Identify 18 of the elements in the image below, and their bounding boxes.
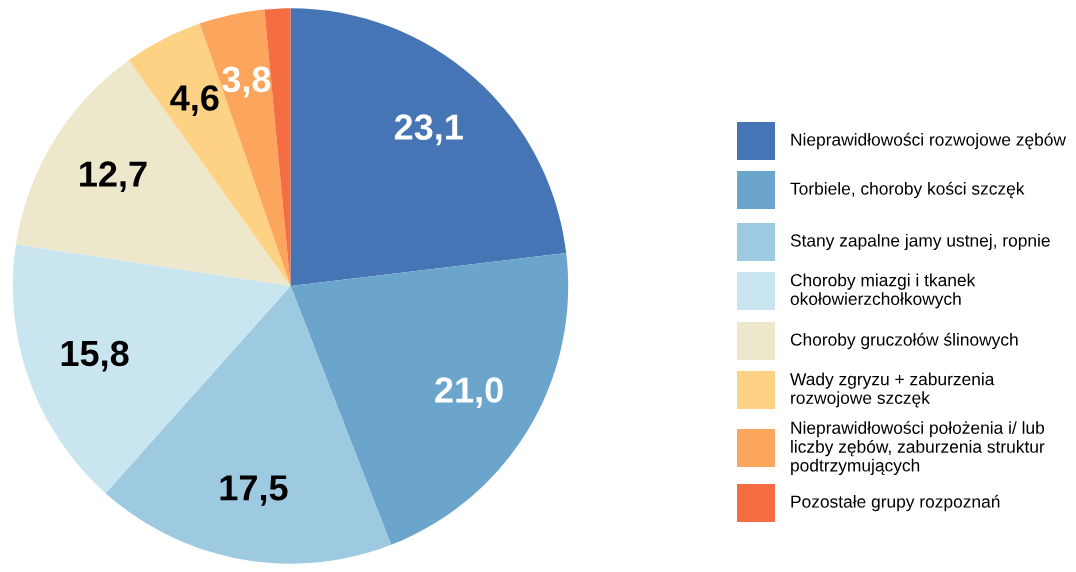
data-label: 21,0 — [435, 377, 503, 409]
pie-slice — [16, 60, 291, 286]
data-label: 17,5 — [220, 475, 288, 506]
pie-slice — [290, 252, 569, 545]
legend-label: Stany zapalne jamy ustnej, ropnie — [790, 233, 1050, 251]
legend-label: Nieprawidłowości rozwojowe zębów — [791, 132, 1067, 150]
data-label: 4,6 — [170, 85, 219, 116]
legend-label: Choroby gruczołów ślinowych — [790, 332, 1018, 350]
data-label: 3,8 — [222, 66, 271, 98]
data-label: 23,1 — [394, 114, 463, 146]
legend-label: Wady zgryzu + zaburzenia rozwojowe szczęk — [790, 372, 995, 408]
legend-label: Torbiele, choroby kości szczęk — [790, 181, 1025, 199]
legend-label: Pozostałe grupy rozpoznań — [791, 494, 1000, 512]
legend-label: Nieprawidłowości położenia i/ lub liczby zębów, zaburzenia struktur podtrzymujących — [791, 420, 1045, 476]
data-label: 12,7 — [80, 161, 147, 193]
pie-slice — [290, 8, 567, 286]
data-label: 15,8 — [61, 340, 129, 372]
legend-label: Choroby miazgi i tkanek okołowierzchołkowych — [790, 273, 976, 309]
